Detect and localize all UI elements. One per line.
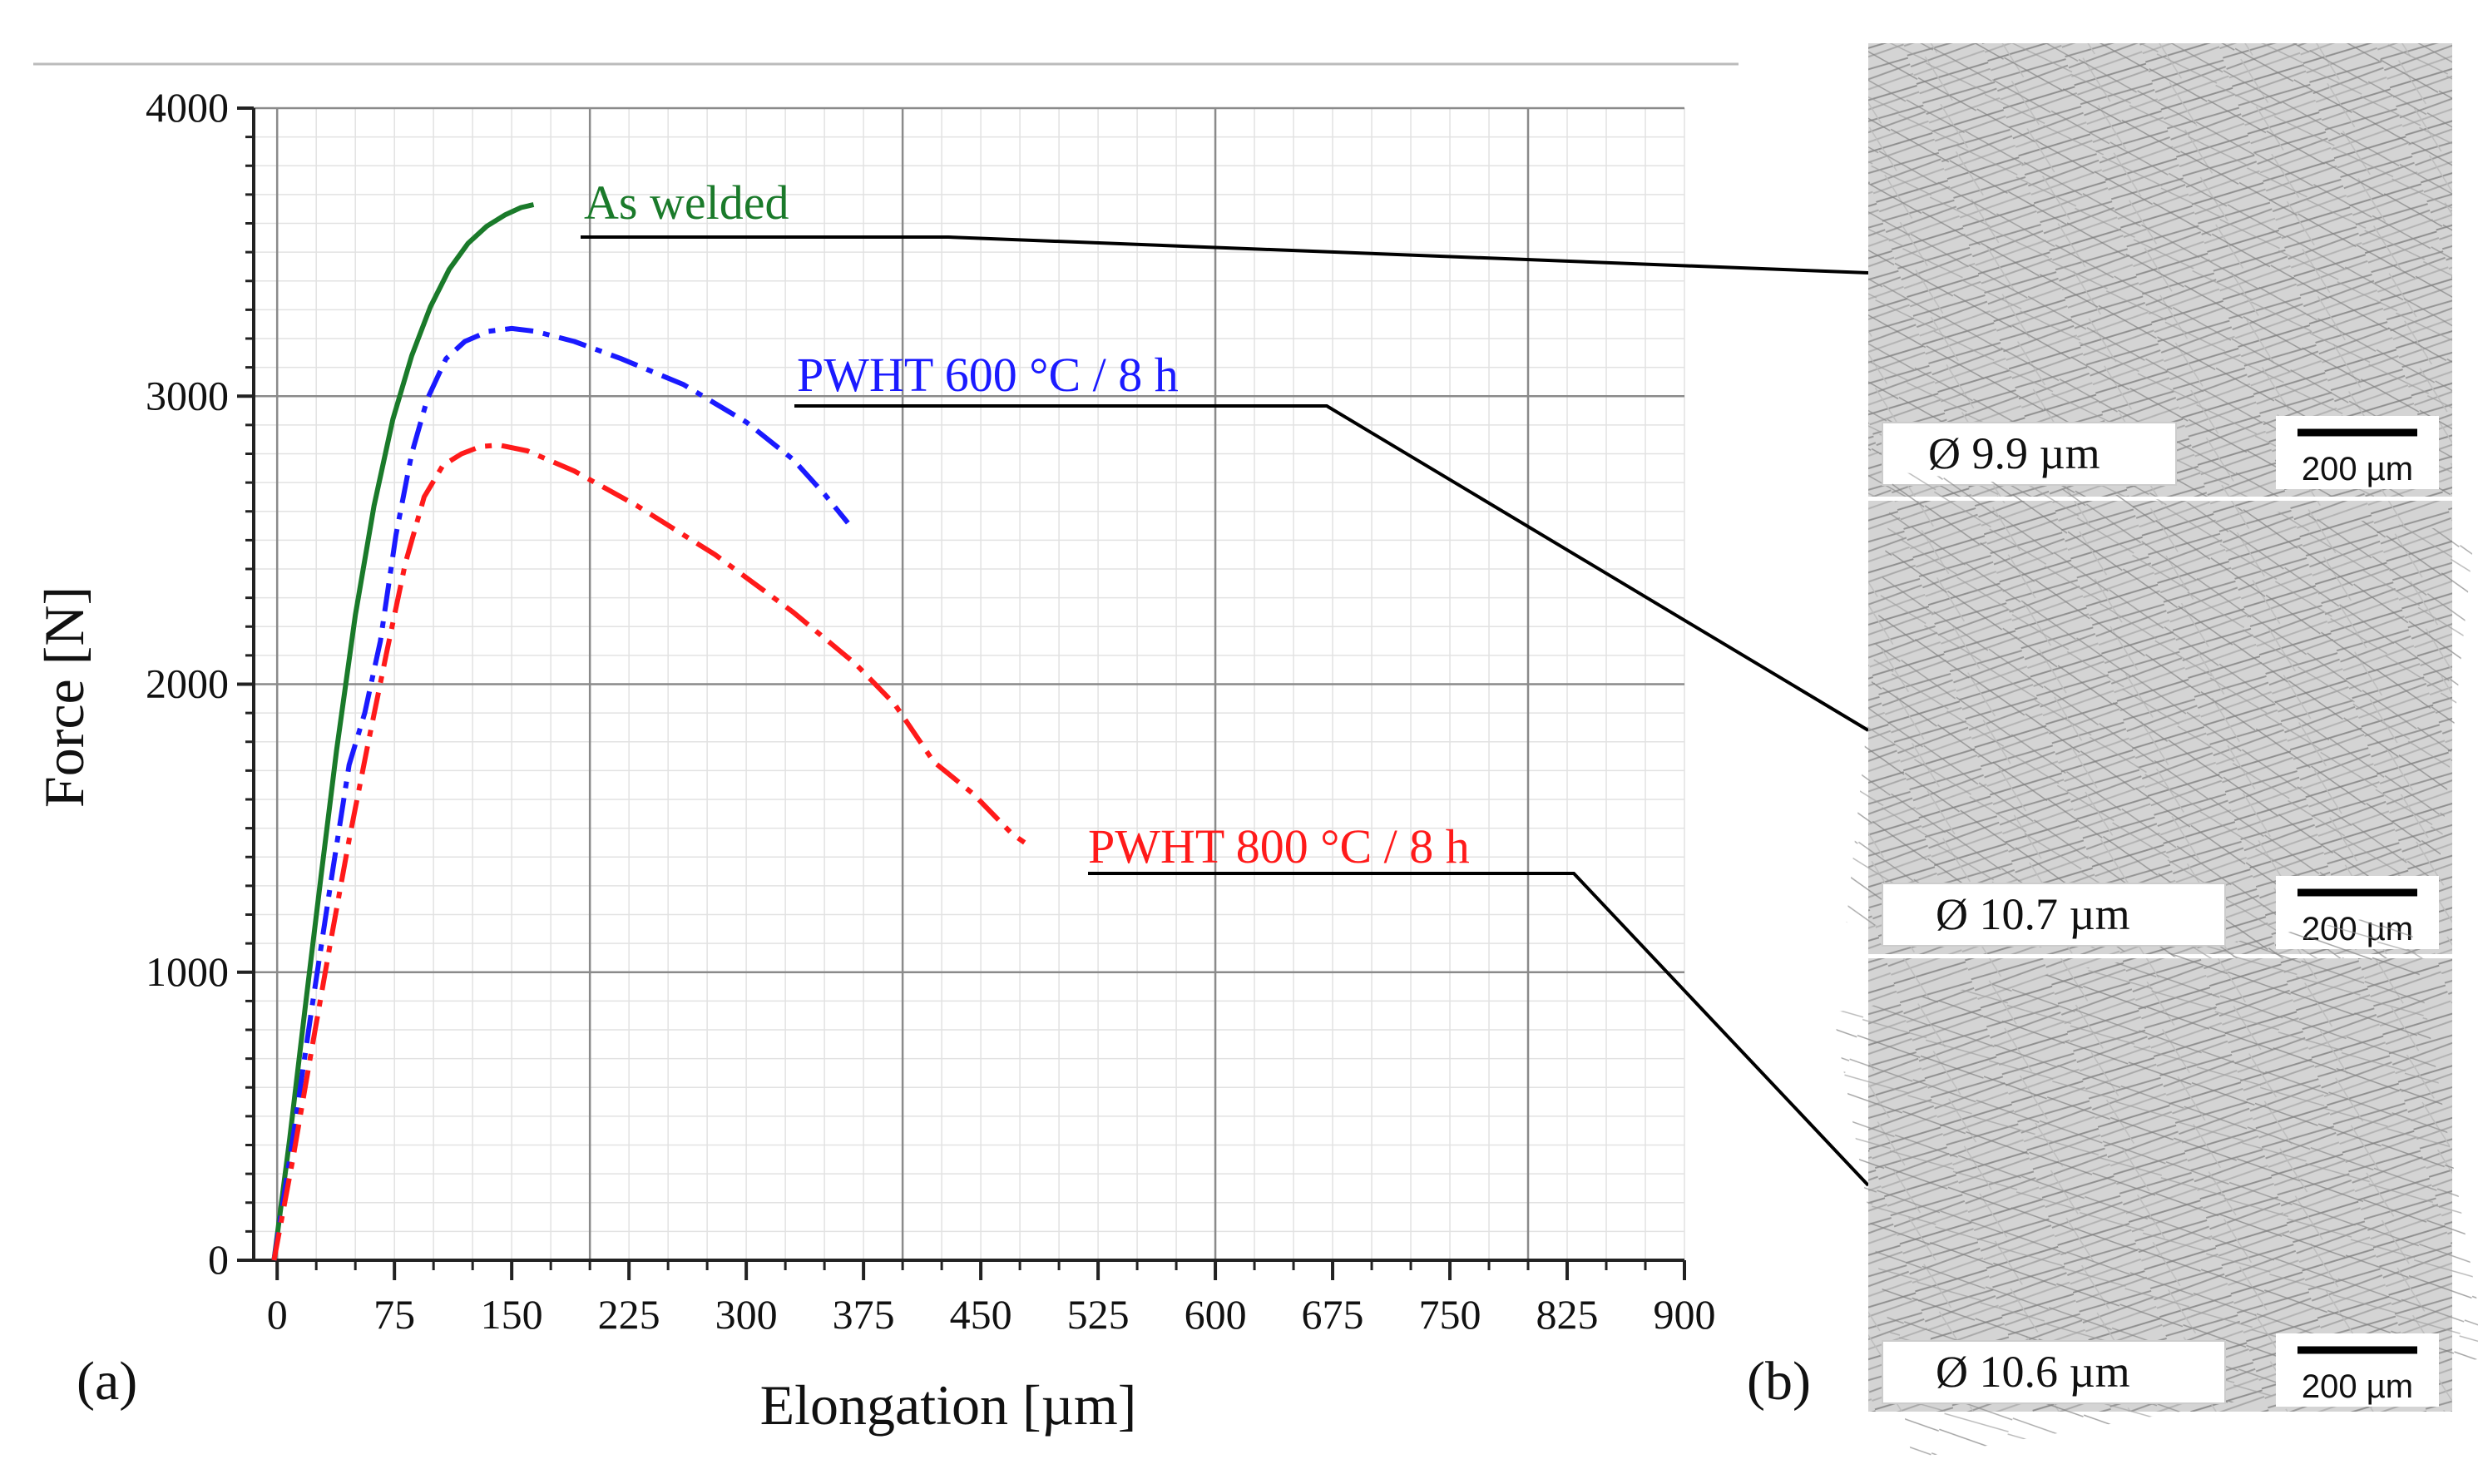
- major-grid: [254, 106, 1684, 1260]
- x-tick-label: 300: [715, 1291, 778, 1338]
- x-axis-title: Elongation [µm]: [760, 1373, 1137, 1437]
- x-tick-label: 825: [1536, 1291, 1599, 1338]
- series-layer: [271, 202, 1026, 1261]
- y-tick-label: 2000: [146, 660, 229, 707]
- x-tick-label: 75: [373, 1291, 415, 1338]
- diameter-label: Ø 9.9 µm: [1928, 428, 2100, 478]
- x-tick-label: 900: [1654, 1291, 1716, 1338]
- micrograph-pwht-800: Ø 10.6 µm 200 µm: [1833, 911, 2478, 1459]
- panel-label-b: (b): [1747, 1351, 1811, 1412]
- y-tick-label: 1000: [146, 948, 229, 995]
- series-line-2: [271, 443, 1026, 1261]
- leader-pwht-600: [794, 404, 1870, 732]
- plot-area: 0 1000 2000 3000 4000 0 75 150 225 300 375 450 525 60…: [146, 84, 1716, 1338]
- scale-bar-label: 200 µm: [2302, 451, 2413, 487]
- x-tick-label: 375: [833, 1291, 895, 1338]
- diameter-label: Ø 10.6 µm: [1936, 1347, 2130, 1397]
- x-tick-label: 0: [267, 1291, 288, 1338]
- micrograph-as-welded: Ø 9.9 µm 200 µm: [1868, 43, 2452, 497]
- panel-label-a: (a): [77, 1351, 137, 1412]
- y-tick-label: 3000: [146, 372, 229, 418]
- x-tick-label: 600: [1185, 1291, 1247, 1338]
- scale-bar-box: [2276, 1333, 2439, 1407]
- series-labels: As welded PWHT 600 °C / 8 h PWHT 800 °C …: [581, 176, 1870, 1187]
- scale-bar-box: [2276, 416, 2439, 489]
- label-pwht-600: PWHT 600 °C / 8 h: [797, 348, 1179, 402]
- x-tick-label: 525: [1067, 1291, 1130, 1338]
- scale-bar-label: 200 µm: [2302, 1368, 2413, 1405]
- y-axis-title: Force [N]: [32, 586, 96, 808]
- x-tick-label: 675: [1302, 1291, 1364, 1338]
- leader-pwht-800: [1088, 872, 1870, 1187]
- leader-as-welded: [581, 235, 1869, 275]
- diameter-label: Ø 10.7 µm: [1936, 889, 2130, 939]
- series-line-1: [271, 325, 850, 1261]
- label-pwht-800: PWHT 800 °C / 8 h: [1088, 819, 1470, 873]
- x-tick-label: 750: [1419, 1291, 1481, 1338]
- diameter-box: [1882, 422, 2177, 486]
- micrograph-pwht-600: Ø 10.7 µm 200 µm: [1846, 471, 2475, 984]
- x-tick-label: 150: [481, 1291, 543, 1338]
- y-tick-label: 4000: [146, 84, 229, 131]
- y-tick-label: 0: [208, 1236, 229, 1283]
- series-line-0: [271, 202, 535, 1261]
- diameter-box: [1882, 1340, 2226, 1404]
- diameter-box: [1882, 883, 2226, 947]
- x-tick-label: 225: [598, 1291, 660, 1338]
- label-as-welded: As welded: [584, 176, 789, 230]
- micrograph-panels: Ø 9.9 µm 200 µm Ø 10.7 µm 200 µm Ø 10.6 …: [1833, 43, 2478, 1459]
- x-tick-label: 450: [950, 1291, 1012, 1338]
- axes: 0 1000 2000 3000 4000 0 75 150 225 300 375 450 525 60…: [146, 84, 1716, 1338]
